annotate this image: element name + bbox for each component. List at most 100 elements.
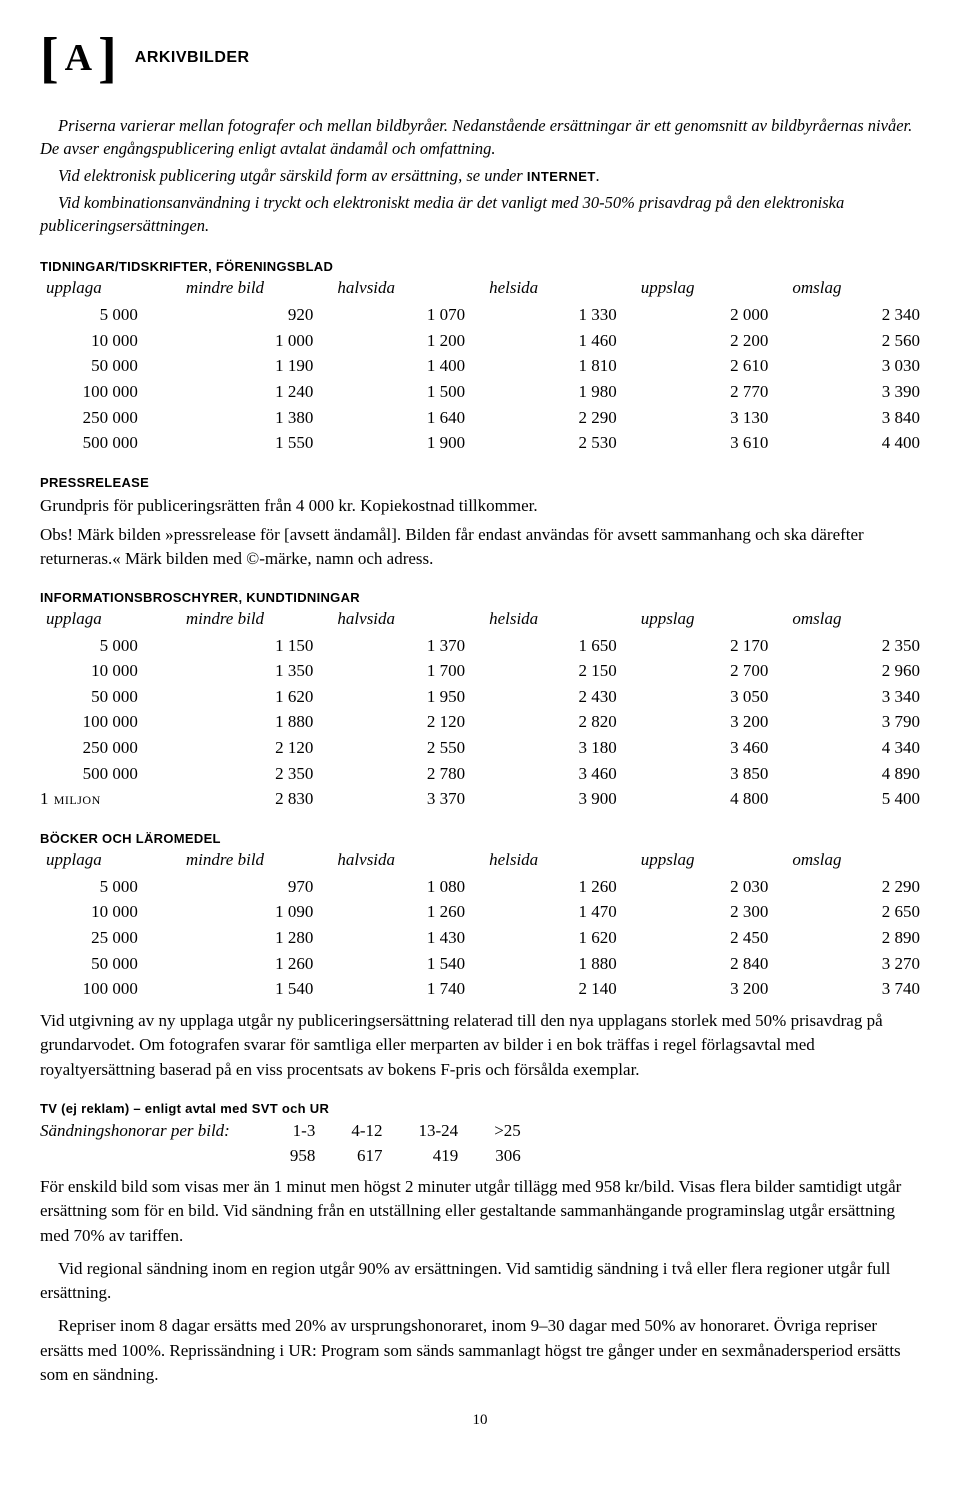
tv-range-1: 4-12 xyxy=(351,1118,418,1144)
cell: 1 950 xyxy=(313,685,465,711)
cell: 3 200 xyxy=(617,977,769,1003)
cell: 2 120 xyxy=(313,710,465,736)
tv-val-1: 617 xyxy=(351,1143,418,1169)
cell: 3 840 xyxy=(768,406,920,432)
cell: 2 200 xyxy=(617,329,769,355)
cell: 3 790 xyxy=(768,710,920,736)
cell: 25 000 xyxy=(40,926,162,952)
table-row: 25 0001 2801 4301 6202 4502 890 xyxy=(40,926,920,952)
cell: 2 650 xyxy=(768,900,920,926)
cell: 2 030 xyxy=(617,875,769,901)
cell: 1 700 xyxy=(313,659,465,685)
left-bracket-icon: [ xyxy=(40,30,59,86)
table-row: 500 0001 5501 9002 5303 6104 400 xyxy=(40,431,920,457)
cell: 1 620 xyxy=(162,685,314,711)
page-title: ARKIVBILDER xyxy=(135,49,250,67)
cell: 2 290 xyxy=(465,406,617,432)
cell: 2 350 xyxy=(162,762,314,788)
cell: 10 000 xyxy=(40,659,162,685)
table-row: 250 0001 3801 6402 2903 1303 840 xyxy=(40,406,920,432)
column-header: upplaga xyxy=(40,848,162,875)
tv-range-2: 13-24 xyxy=(419,1118,495,1144)
cell: 1 400 xyxy=(313,354,465,380)
table-row: 10 0001 0001 2001 4602 2002 560 xyxy=(40,329,920,355)
cell: 2 960 xyxy=(768,659,920,685)
cell: 2 140 xyxy=(465,977,617,1003)
cell: 2 530 xyxy=(465,431,617,457)
table-row: 5 0009701 0801 2602 0302 290 xyxy=(40,875,920,901)
cell: 1 190 xyxy=(162,354,314,380)
column-header: helsida xyxy=(465,848,617,875)
cell: 1 650 xyxy=(465,634,617,660)
column-header: upplaga xyxy=(40,276,162,303)
cell: 4 800 xyxy=(617,787,769,813)
cell: 1 980 xyxy=(465,380,617,406)
cell: 2 290 xyxy=(768,875,920,901)
tv-range-0: 1-3 xyxy=(290,1118,352,1144)
cell: 2 830 xyxy=(162,787,314,813)
tv-val-0: 958 xyxy=(290,1143,352,1169)
intro-block: Priserna varierar mellan fotografer och … xyxy=(40,114,920,237)
cell: 1 880 xyxy=(162,710,314,736)
cell: 250 000 xyxy=(40,406,162,432)
cell: 3 370 xyxy=(313,787,465,813)
cell: 1 740 xyxy=(313,977,465,1003)
cell: 10 000 xyxy=(40,900,162,926)
intro-line-1: Priserna varierar mellan fotografer och … xyxy=(40,114,920,160)
cell: 5 000 xyxy=(40,303,162,329)
column-header: halvsida xyxy=(313,276,465,303)
table-row: 100 0001 2401 5001 9802 7703 390 xyxy=(40,380,920,406)
column-header: uppslag xyxy=(617,607,769,634)
tv-p3: Repriser inom 8 dagar ersätts med 20% av… xyxy=(40,1314,920,1388)
table-row: 100 0001 5401 7402 1403 2003 740 xyxy=(40,977,920,1003)
cell: 1 280 xyxy=(162,926,314,952)
column-header: halvsida xyxy=(313,848,465,875)
tv-p2: Vid regional sändning inom en region utg… xyxy=(40,1257,920,1306)
table-row: 50 0001 6201 9502 4303 0503 340 xyxy=(40,685,920,711)
column-header: uppslag xyxy=(617,276,769,303)
cell: 920 xyxy=(162,303,314,329)
tv-p1: För enskild bild som visas mer än 1 minu… xyxy=(40,1175,920,1249)
cell: 1 550 xyxy=(162,431,314,457)
table-row: 50 0001 2601 5401 8802 8403 270 xyxy=(40,952,920,978)
table-row: 250 0002 1202 5503 1803 4604 340 xyxy=(40,736,920,762)
cell: 1 880 xyxy=(465,952,617,978)
cell: 50 000 xyxy=(40,685,162,711)
cell: 1 900 xyxy=(313,431,465,457)
cell: 1 620 xyxy=(465,926,617,952)
cell: 1 810 xyxy=(465,354,617,380)
cell: 1 260 xyxy=(313,900,465,926)
table-tv: Sändningshonorar per bild: 1-3 4-12 13-2… xyxy=(40,1118,557,1169)
cell: 2 350 xyxy=(768,634,920,660)
pressrelease-p2: Obs! Märk bilden »pressrelease för [avse… xyxy=(40,523,920,572)
cell: 2 700 xyxy=(617,659,769,685)
cell: 2 770 xyxy=(617,380,769,406)
cell: 100 000 xyxy=(40,977,162,1003)
cell: 100 000 xyxy=(40,710,162,736)
logo-bracket-a: [ A ] xyxy=(40,30,117,86)
right-bracket-icon: ] xyxy=(98,30,117,86)
cell: 3 610 xyxy=(617,431,769,457)
cell: 1 460 xyxy=(465,329,617,355)
cell: 50 000 xyxy=(40,952,162,978)
tv-val-2: 419 xyxy=(419,1143,495,1169)
cell: 2 780 xyxy=(313,762,465,788)
cell: 1 240 xyxy=(162,380,314,406)
tv-range-3: >25 xyxy=(494,1118,557,1144)
column-header: mindre bild xyxy=(162,607,314,634)
section-title-info: INFORMATIONSBROSCHYRER, KUNDTIDNINGAR xyxy=(40,590,920,605)
tv-val-3: 306 xyxy=(494,1143,557,1169)
table-row: 100 0001 8802 1202 8203 2003 790 xyxy=(40,710,920,736)
tv-label: Sändningshonorar per bild: xyxy=(40,1118,290,1144)
cell: 1 090 xyxy=(162,900,314,926)
cell: 3 850 xyxy=(617,762,769,788)
cell: 3 340 xyxy=(768,685,920,711)
cell: 4 890 xyxy=(768,762,920,788)
cell: 2 820 xyxy=(465,710,617,736)
column-header: halvsida xyxy=(313,607,465,634)
column-header: mindre bild xyxy=(162,276,314,303)
table-row: 1 miljon2 8303 3703 9004 8005 400 xyxy=(40,787,920,813)
table-row: 10 0001 3501 7002 1502 7002 960 xyxy=(40,659,920,685)
cell: 2 550 xyxy=(313,736,465,762)
cell: 1 640 xyxy=(313,406,465,432)
